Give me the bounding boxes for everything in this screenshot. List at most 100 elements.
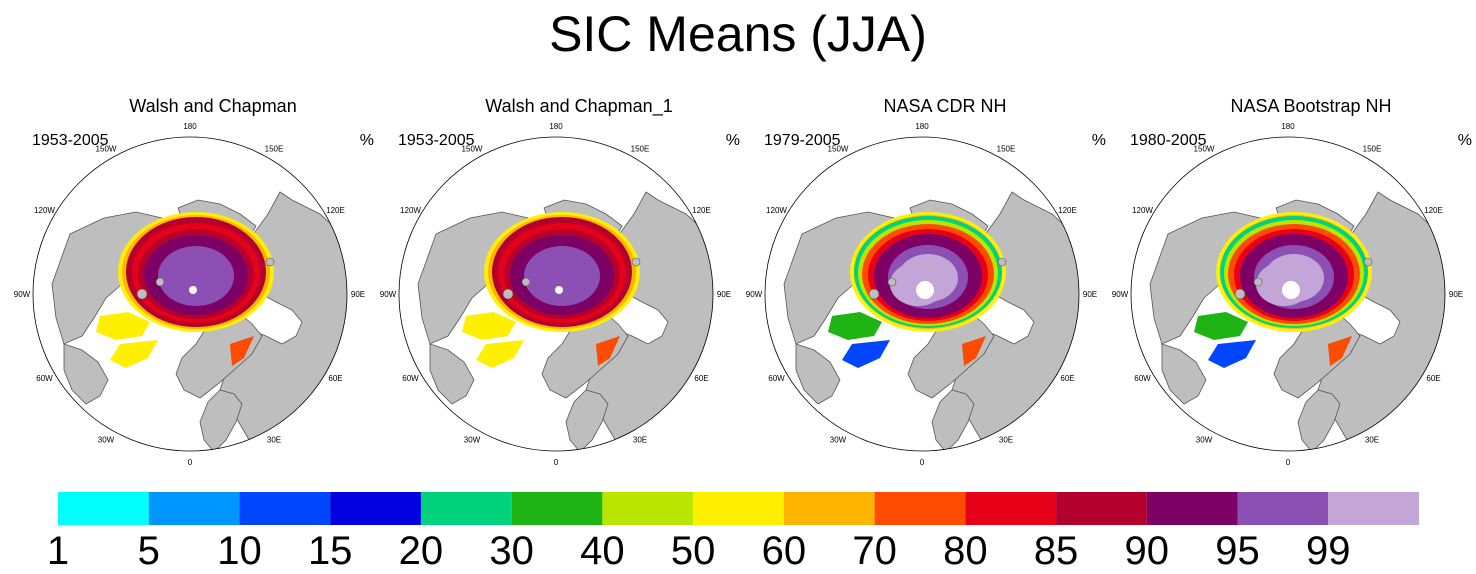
polar-map: 180 150E 120E 90E 60E 30E 0 30W 60W 90W 120W 150W [380,122,731,467]
colorbar-box [511,492,603,525]
longitude-label: 90W [746,290,763,299]
longitude-label: 90E [1449,290,1463,299]
colorbar-box [1056,492,1147,525]
longitude-label: 120W [34,206,55,215]
colorbar-tick-label: 60 [762,529,807,573]
map-panel-nasa-cdr: NASA CDR NH 1979-2005 % 180 150E 120E 90E 60… [746,92,1128,472]
polar-map: 180 150E 120E 90E 60E 30E 0 30W 60W 90W 120W 150W [14,122,365,467]
map-boundary [764,136,1080,452]
hudson-land [429,343,475,405]
colorbar-box [693,492,784,525]
longitude-label: 30W [830,435,847,444]
longitude-label: 150E [631,145,650,154]
longitude-label: 90W [380,290,397,299]
colorbar-tick-label: 99 [1306,529,1351,573]
longitude-label: 30E [633,435,647,444]
colorbar-tick-label: 70 [852,529,897,573]
ice-band [524,246,600,306]
ice-hudson [476,340,524,368]
pole-hole [189,286,197,294]
colorbar-box [330,492,421,525]
longitude-label: 0 [554,458,559,467]
colorbar-tick-label: 10 [217,529,262,573]
colorbar-box [1237,492,1329,525]
longitude-label: 120W [400,206,421,215]
longitude-label: 120W [1132,206,1153,215]
panel-period: 1953-2005 [398,132,475,149]
colorbar-tick-label: 5 [138,529,160,573]
island [887,277,897,287]
panel-title: Walsh and Chapman_1 [485,96,673,116]
longitude-label: 90W [1112,290,1129,299]
island [136,288,148,300]
panel-title: Walsh and Chapman [129,96,297,116]
scandinavia-land [565,389,609,451]
longitude-label: 60W [36,374,53,383]
greenland-land [907,297,995,399]
panel-period: 1979-2005 [764,132,841,149]
longitude-label: 0 [1286,458,1291,467]
colorbar-tick-label: 85 [1034,529,1079,573]
panel-unit: % [1091,132,1106,149]
polar-map: 180 150E 120E 90E 60E 30E 0 30W 60W 90W 120W 150W [1112,122,1463,467]
longitude-label: 0 [188,458,193,467]
colorbar-tick-label: 1 [47,529,69,573]
island [997,257,1007,267]
longitude-label: 180 [549,122,563,131]
longitude-label: 150W [1194,145,1215,154]
panel-unit: % [1457,132,1472,149]
longitude-label: 180 [183,122,197,131]
ice-baffin [1194,312,1248,340]
longitude-label: 30W [1196,435,1213,444]
ice-baffin [462,312,516,340]
polar-map: 180 150E 120E 90E 60E 30E 0 30W 60W 90W 120W 150W [746,122,1097,467]
island [1234,288,1246,300]
ice-barents [596,336,620,366]
ice-hudson [842,340,890,368]
ice-baffin [828,312,882,340]
island [155,277,165,287]
greenland-land [541,297,629,399]
hudson-land [63,343,109,405]
map-panel-walsh-chapman: Walsh and Chapman 1953-2005 % 180 150E 120… [14,92,396,472]
hudson-land [795,343,841,405]
scandinavia-land [931,389,975,451]
island [631,257,641,267]
colorbar-box [602,492,694,525]
longitude-label: 90E [717,290,731,299]
panel-period: 1980-2005 [1130,132,1207,149]
map-boundary [1130,136,1446,452]
colorbar-box [1146,492,1238,525]
map-content [417,191,713,451]
longitude-label: 150W [828,145,849,154]
colorbar-tick-label: 15 [308,529,353,573]
longitude-label: 60E [694,374,708,383]
map-panel-walsh-chapman-1: Walsh and Chapman_1 1953-2005 % 180 150E 1… [380,92,762,472]
colorbar-box [965,492,1057,525]
longitude-label: 150E [997,145,1016,154]
colorbar-box [1328,492,1419,525]
longitude-label: 60W [1134,374,1151,383]
longitude-label: 120E [1424,206,1443,215]
longitude-label: 60E [1060,374,1074,383]
colorbar-box [420,492,512,525]
map-panel-nasa-bootstrap: NASA Bootstrap NH 1980-2005 % 180 150E 120… [1112,92,1476,472]
longitude-label: 30E [1365,435,1379,444]
map-boundary [398,136,714,452]
ice-band-99 [890,262,946,306]
longitude-label: 30W [98,435,115,444]
panel-unit: % [725,132,740,149]
longitude-label: 180 [1281,122,1295,131]
colorbar-tick-label: 90 [1125,529,1170,573]
colorbar-box [58,492,149,525]
ice-band [158,246,234,306]
main-title: SIC Means (JJA) [549,6,927,62]
greenland-land [175,297,263,399]
longitude-label: 60W [768,374,785,383]
longitude-label: 60W [402,374,419,383]
island [1253,277,1263,287]
scandinavia-land [1297,389,1341,451]
colorbar-tick-label: 95 [1215,529,1260,573]
island [1363,257,1373,267]
longitude-label: 150E [1363,145,1382,154]
